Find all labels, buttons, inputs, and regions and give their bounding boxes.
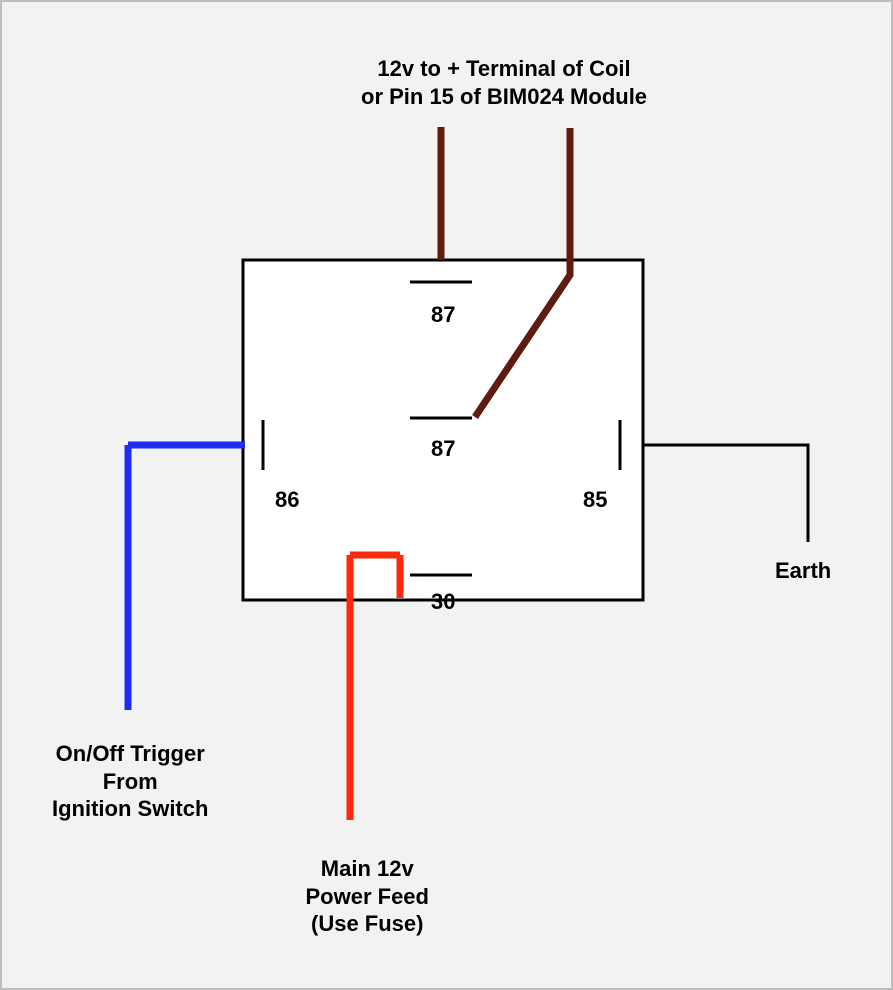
relay-wiring-diagram [0, 0, 893, 990]
pin-86-label: 86 [275, 486, 299, 514]
pin-87-label: 87 [431, 301, 455, 329]
pin-30-label: 30 [431, 588, 455, 616]
top-label: 12v to + Terminal of Coil or Pin 15 of B… [361, 55, 647, 110]
pin-87b-label: 87 [431, 435, 455, 463]
pin-85-label: 85 [583, 486, 607, 514]
power-label: Main 12v Power Feed (Use Fuse) [306, 855, 429, 938]
trigger-label: On/Off Trigger From Ignition Switch [52, 740, 208, 823]
earth-label: Earth [775, 557, 831, 585]
